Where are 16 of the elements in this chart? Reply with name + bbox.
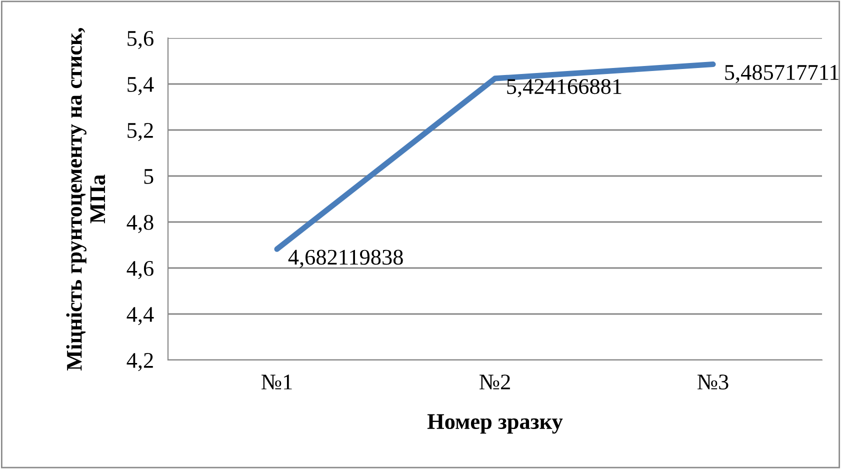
- x-tick-label: №3: [697, 374, 728, 390]
- data-label: 5,424166881: [507, 79, 622, 98]
- y-tick-label: 5,6: [128, 30, 154, 50]
- y-tick-label: 4,8: [126, 214, 154, 234]
- y-tick-label: 4,2: [126, 352, 153, 372]
- y-tick-label: 5: [144, 169, 154, 184]
- x-tick-label: №2: [479, 374, 510, 390]
- y-tick-label: 5,2: [128, 122, 153, 142]
- y-tick-label: 4,6: [126, 260, 154, 280]
- data-label: 4,682119838: [288, 250, 403, 268]
- x-axis-title: Номер зразку: [427, 414, 563, 434]
- y-axis-title: Міцність грунтоцементу на стиск, МПа: [66, 28, 106, 371]
- x-tick-label: №1: [261, 374, 292, 390]
- y-tick-label: 4,4: [126, 307, 154, 326]
- data-label: 5,485717711: [725, 64, 838, 84]
- y-tick-label: 5,4: [128, 77, 154, 96]
